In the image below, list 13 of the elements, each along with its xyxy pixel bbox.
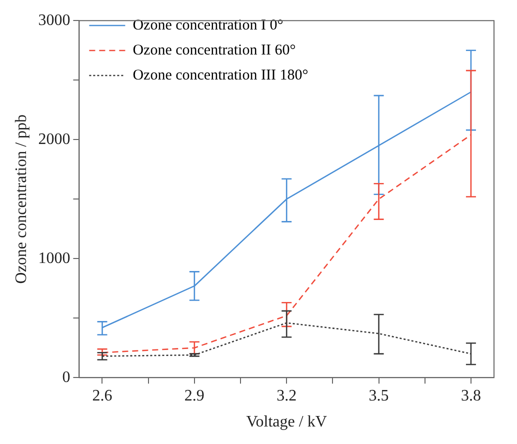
- x-tick-label: 3.2: [276, 387, 297, 404]
- y-tick-label: 3000: [38, 12, 70, 29]
- y-axis-title: Ozone concentration / ppb: [12, 114, 30, 284]
- y-tick-label: 1000: [38, 250, 70, 267]
- x-tick-label: 2.9: [184, 387, 204, 404]
- legend-label: Ozone concentration III 180°: [132, 67, 308, 84]
- y-tick-label: 0: [62, 368, 70, 386]
- x-tick-label: 3.5: [368, 387, 389, 404]
- y-tick-label: 2000: [38, 130, 70, 148]
- legend-label: Ozone concentration II 60°: [132, 42, 296, 58]
- x-tick-label: 3.8: [460, 387, 481, 404]
- x-tick-label: 2.6: [92, 387, 112, 404]
- x-axis-title: Voltage / kV: [246, 414, 328, 431]
